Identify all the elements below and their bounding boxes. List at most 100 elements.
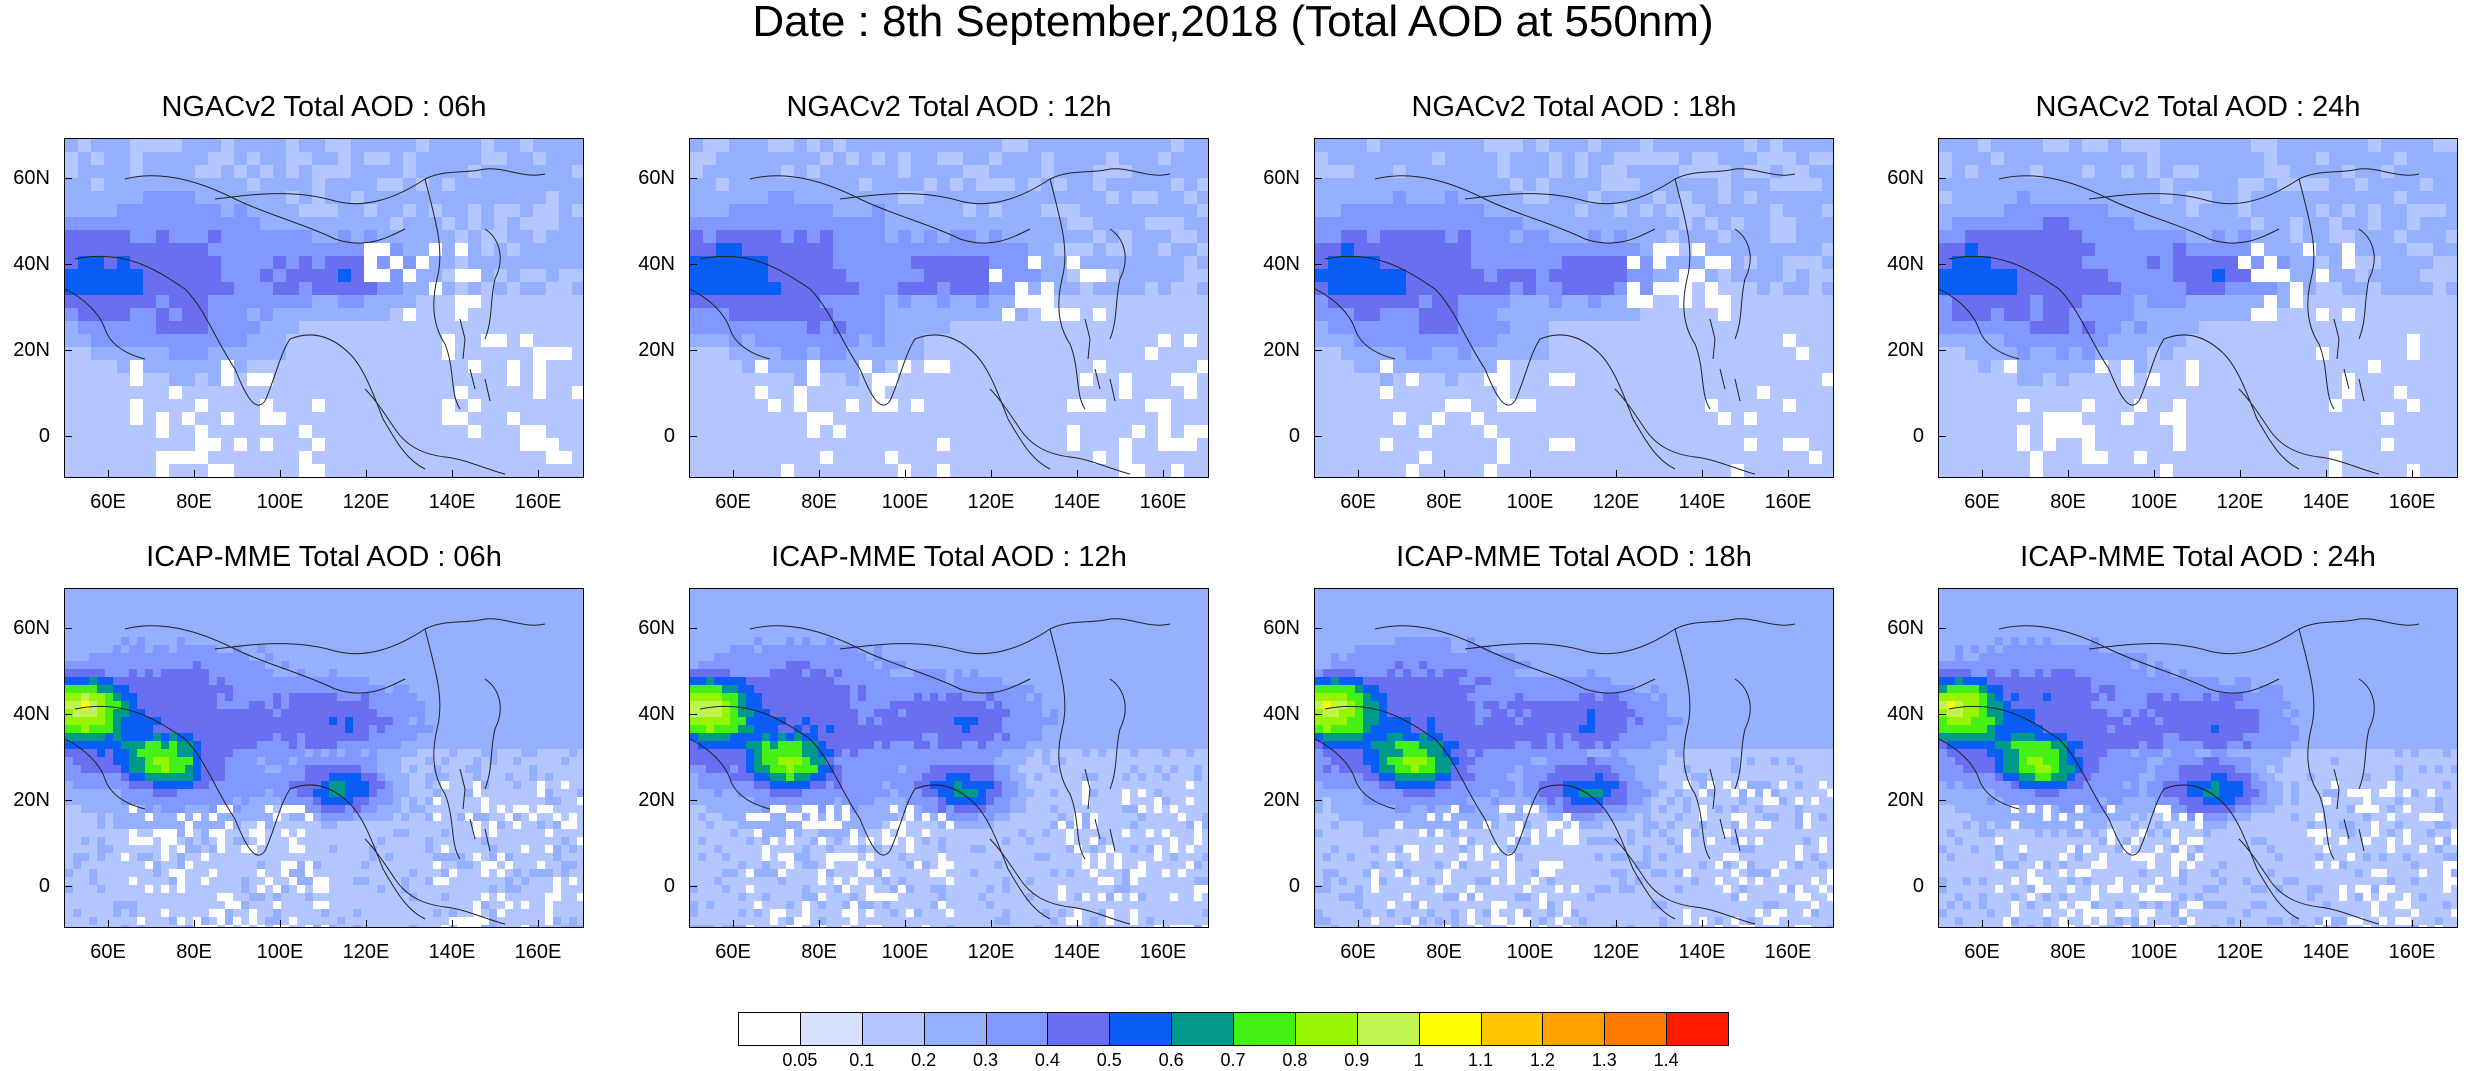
lat-label: 40N	[1887, 703, 1924, 725]
colorbar-label: 1.3	[1591, 1050, 1617, 1070]
lon-label: 60E	[1964, 491, 2000, 513]
lon-label: 120E	[2216, 491, 2264, 513]
lat-tick	[1314, 178, 1322, 179]
lat-tick	[1314, 886, 1322, 887]
lon-tick	[108, 920, 109, 928]
lat-tick	[1938, 800, 1946, 801]
lon-tick	[905, 920, 906, 928]
lat-label: 60N	[13, 617, 50, 639]
lat-tick	[64, 628, 72, 629]
aod-map	[64, 588, 584, 928]
lon-tick	[1163, 470, 1164, 478]
lat-label: 60N	[13, 167, 50, 189]
lat-tick	[689, 886, 697, 887]
lon-tick	[2240, 470, 2241, 478]
lon-tick	[2068, 470, 2069, 478]
colorbar-swatch	[1109, 1012, 1173, 1046]
lon-tick	[538, 920, 539, 928]
lat-tick	[1938, 436, 1946, 437]
lat-label: 0	[1912, 425, 1924, 447]
lat-label: 20N	[1263, 789, 1300, 811]
lon-tick	[2412, 470, 2413, 478]
lat-label: 20N	[13, 789, 50, 811]
lat-label: 0	[1912, 875, 1924, 897]
lon-tick	[2412, 920, 2413, 928]
lat-tick	[689, 800, 697, 801]
lon-tick	[733, 470, 734, 478]
lon-label: 100E	[2130, 941, 2178, 963]
lat-tick	[64, 800, 72, 801]
aod-map	[64, 138, 584, 478]
lon-tick	[1702, 920, 1703, 928]
lat-tick	[1938, 714, 1946, 715]
colorbar-label: 0.7	[1220, 1050, 1246, 1070]
lon-tick	[1616, 920, 1617, 928]
aod-map	[1314, 588, 1834, 928]
lon-tick	[366, 920, 367, 928]
lat-label: 40N	[638, 703, 675, 725]
lat-tick	[1938, 886, 1946, 887]
map-panel: NGACv2 Total AOD : 24h 60N 40N 20N 0 60E 80E 10…	[1887, 91, 2458, 512]
lat-label: 0	[1288, 425, 1300, 447]
lon-label: 160E	[514, 491, 562, 513]
panel-title: ICAP-MME Total AOD : 18h	[1396, 541, 1752, 573]
lat-label: 60N	[638, 167, 675, 189]
lat-tick	[1314, 800, 1322, 801]
lon-label: 100E	[256, 941, 304, 963]
lat-label: 40N	[638, 253, 675, 275]
lat-label: 20N	[1887, 339, 1924, 361]
lon-label: 140E	[1678, 491, 1726, 513]
lat-tick	[1938, 264, 1946, 265]
lon-label: 140E	[1053, 491, 1101, 513]
lon-tick	[1982, 920, 1983, 928]
map-panel: ICAP-MME Total AOD : 12h 60N 40N 20N 0 60E 80E…	[638, 541, 1209, 962]
lon-tick	[1077, 470, 1078, 478]
lon-label: 80E	[1426, 941, 1462, 963]
aod-map	[1938, 138, 2458, 478]
lon-tick	[819, 470, 820, 478]
lon-tick	[2326, 470, 2327, 478]
lat-label: 60N	[1263, 617, 1300, 639]
lat-tick	[64, 264, 72, 265]
lat-tick	[64, 436, 72, 437]
map-panel: ICAP-MME Total AOD : 06h 60N 40N 20N 0 60E 80E…	[13, 541, 584, 962]
lat-label: 40N	[1887, 253, 1924, 275]
lon-label: 100E	[881, 491, 929, 513]
lat-tick	[1314, 436, 1322, 437]
lon-label: 160E	[2388, 491, 2436, 513]
colorbar-label: 0.8	[1282, 1050, 1308, 1070]
lat-tick	[689, 178, 697, 179]
lat-tick	[1938, 628, 1946, 629]
lat-tick	[689, 350, 697, 351]
lat-tick	[689, 264, 697, 265]
colorbar-swatch	[1542, 1012, 1606, 1046]
lon-tick	[538, 470, 539, 478]
colorbar-label: 0.1	[849, 1050, 875, 1070]
colorbar	[738, 1012, 1729, 1046]
lon-label: 60E	[715, 941, 751, 963]
panel-title: ICAP-MME Total AOD : 24h	[2020, 541, 2376, 573]
lat-label: 60N	[1887, 617, 1924, 639]
lat-label: 0	[663, 875, 675, 897]
lon-label: 120E	[967, 491, 1015, 513]
panel-title: NGACv2 Total AOD : 12h	[786, 91, 1112, 123]
colorbar-label: 1	[1413, 1050, 1424, 1070]
lon-tick	[991, 920, 992, 928]
colorbar-swatch	[799, 1012, 863, 1046]
lon-label: 140E	[1678, 941, 1726, 963]
lon-tick	[1444, 920, 1445, 928]
lon-label: 140E	[428, 491, 476, 513]
lat-tick	[64, 714, 72, 715]
lat-tick	[1314, 714, 1322, 715]
colorbar-label: 0.2	[911, 1050, 937, 1070]
lat-label: 0	[663, 425, 675, 447]
panel-title: NGACv2 Total AOD : 18h	[1411, 91, 1737, 123]
aod-map	[1938, 588, 2458, 928]
lat-label: 40N	[1263, 703, 1300, 725]
lon-label: 100E	[256, 491, 304, 513]
lon-tick	[733, 920, 734, 928]
lon-tick	[280, 470, 281, 478]
main-title: Date : 8th September,2018 (Total AOD at …	[752, 0, 1714, 46]
panel-title: ICAP-MME Total AOD : 12h	[771, 541, 1127, 573]
lon-label: 60E	[1340, 941, 1376, 963]
